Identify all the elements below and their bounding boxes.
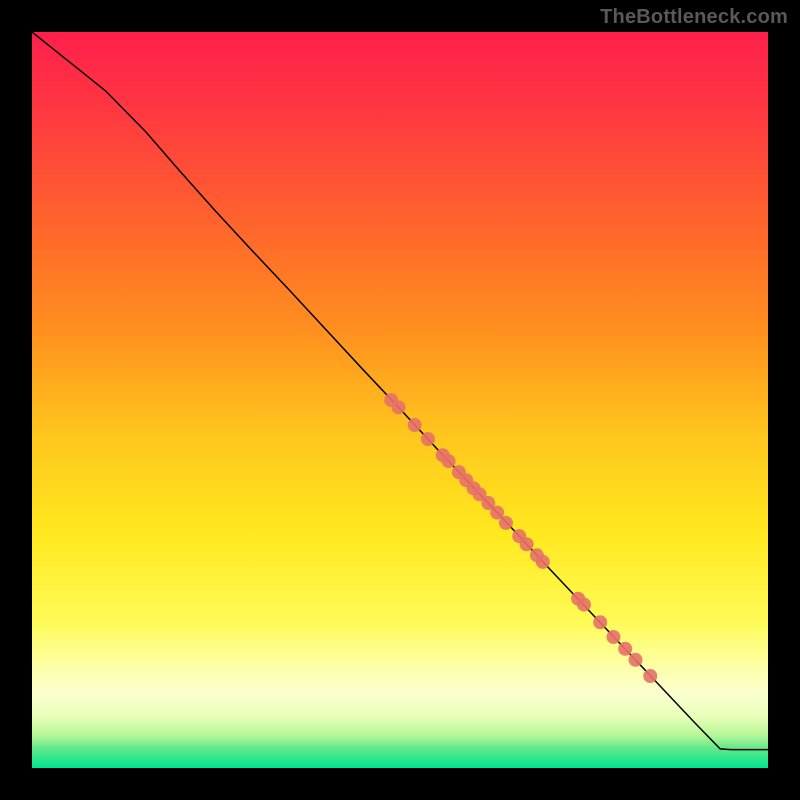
data-marker xyxy=(593,615,607,629)
data-marker xyxy=(499,516,513,530)
data-marker xyxy=(577,598,591,612)
data-marker xyxy=(618,642,632,656)
chart-plot xyxy=(32,32,768,768)
data-marker xyxy=(408,418,422,432)
data-marker xyxy=(643,669,657,683)
data-marker xyxy=(520,537,534,551)
data-marker xyxy=(421,432,435,446)
data-marker xyxy=(606,630,620,644)
data-marker xyxy=(392,400,406,414)
data-marker xyxy=(442,454,456,468)
chart-canvas: TheBottleneck.com xyxy=(0,0,800,800)
watermark-text: TheBottleneck.com xyxy=(600,6,788,29)
data-marker xyxy=(629,653,643,667)
gradient-background xyxy=(32,32,768,768)
data-marker xyxy=(536,555,550,569)
